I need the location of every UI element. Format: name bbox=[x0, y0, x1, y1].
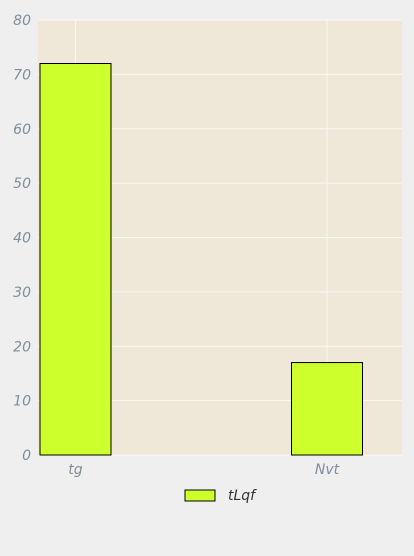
legend: tLqf bbox=[184, 488, 257, 504]
x-tick-label: Nvt bbox=[315, 462, 340, 478]
y-tick-label: 20 bbox=[13, 339, 31, 355]
y-tick-label: 40 bbox=[13, 231, 31, 247]
bar-tg bbox=[39, 63, 112, 456]
legend-swatch bbox=[184, 489, 216, 502]
y-tick-label: 80 bbox=[13, 13, 31, 29]
y-tick-label: 0 bbox=[22, 448, 31, 464]
y-tick-label: 10 bbox=[13, 394, 31, 410]
y-tick-label: 60 bbox=[13, 122, 31, 138]
bars bbox=[39, 63, 363, 456]
x-tick-label: tg bbox=[68, 462, 82, 478]
x-axis-ticks: tg Nvt bbox=[68, 462, 339, 478]
y-axis-ticks: 0 10 20 30 40 50 60 70 80 bbox=[13, 13, 31, 464]
legend-label: tLqf bbox=[228, 488, 257, 504]
bar-nvt bbox=[291, 362, 363, 456]
y-tick-label: 30 bbox=[13, 285, 31, 301]
y-tick-label: 70 bbox=[13, 67, 31, 83]
y-tick-label: 50 bbox=[13, 176, 31, 192]
